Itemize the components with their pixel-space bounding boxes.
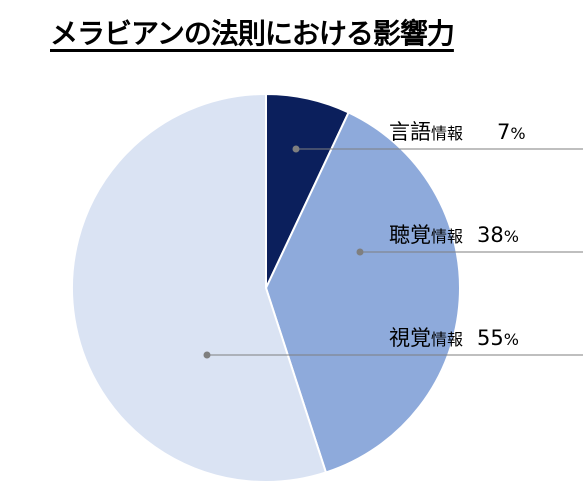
slice-value-visual-number: 55 bbox=[477, 326, 504, 350]
leader-dot-verbal bbox=[292, 145, 300, 153]
slice-value-auditory-unit: % bbox=[503, 227, 519, 246]
slice-label-visual-main: 視覚 bbox=[389, 326, 431, 350]
slice-label-auditory-main: 聴覚 bbox=[389, 223, 431, 247]
slice-value-visual: 55% bbox=[477, 326, 519, 350]
slice-value-auditory: 38% bbox=[477, 223, 519, 247]
slice-label-auditory: 聴覚 情報 38% bbox=[389, 219, 519, 249]
slice-label-verbal: 言語 情報 7% bbox=[389, 116, 526, 146]
slice-value-verbal-number: 7 bbox=[497, 120, 511, 144]
pie-slice-auditory bbox=[264, 111, 461, 474]
pie-slice-visual bbox=[71, 92, 328, 483]
slice-label-visual-sub: 情報 bbox=[431, 330, 464, 349]
slice-value-verbal: 7% bbox=[497, 120, 526, 144]
slice-label-visual: 視覚 情報 55% bbox=[389, 322, 519, 352]
slice-label-verbal-sub: 情報 bbox=[431, 124, 464, 143]
leader-dot-auditory bbox=[356, 248, 364, 256]
slice-value-visual-unit: % bbox=[503, 330, 519, 349]
leader-dot-visual bbox=[203, 351, 211, 359]
slice-value-auditory-number: 38 bbox=[477, 223, 504, 247]
slice-label-verbal-main: 言語 bbox=[389, 120, 431, 144]
slice-label-auditory-sub: 情報 bbox=[431, 227, 464, 246]
chart-title: メラビアンの法則における影響力 bbox=[50, 17, 455, 50]
slice-value-verbal-unit: % bbox=[510, 124, 526, 143]
